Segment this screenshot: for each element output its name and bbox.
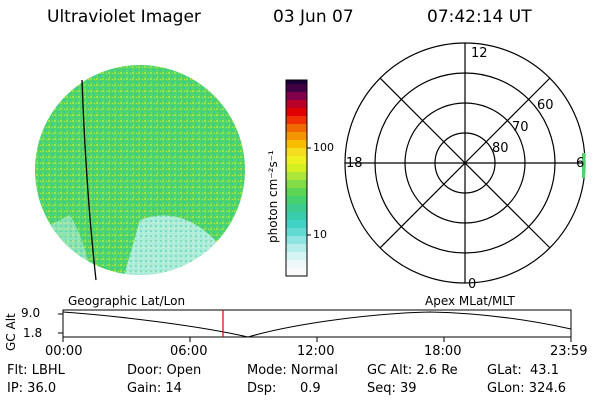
mlt-label-12: 12 xyxy=(471,46,488,61)
mlt-label-6: 6 xyxy=(576,156,585,171)
polar-edge-emission xyxy=(582,153,586,178)
date-label: 03 Jun 07 xyxy=(273,7,354,27)
x-tick-label: 06:00 xyxy=(170,344,208,359)
coords-right-label: Apex MLat/MLT xyxy=(425,294,515,308)
x-tick-label: 18:00 xyxy=(424,344,462,359)
x-tick-label: 00:00 xyxy=(45,344,83,359)
dsp-label: Dsp: xyxy=(247,381,277,396)
y-min-label: 1.8 xyxy=(23,326,43,340)
coords-left-label: Geographic Lat/Lon xyxy=(68,294,186,308)
x-tick-label: 12:00 xyxy=(297,344,335,359)
y-max-label: 9.0 xyxy=(21,306,41,320)
timeline-plot xyxy=(58,309,572,342)
polar-grid xyxy=(344,42,586,284)
x-tick-label: 23:59 xyxy=(550,344,588,359)
imager-disk xyxy=(35,65,245,281)
lat-label-60: 60 xyxy=(537,98,554,113)
gc-alt-status: GC Alt: 2.6 Re xyxy=(367,363,458,378)
lat-label-80: 80 xyxy=(492,141,509,156)
glat-status: GLat: 43.1 xyxy=(487,363,559,378)
app-title: Ultraviolet Imager xyxy=(47,7,201,27)
colorbar-tick-10: 10 xyxy=(313,228,327,241)
mlt-label-0: 0 xyxy=(468,277,477,292)
lat-label-70: 70 xyxy=(512,120,529,135)
y-axis-label: GC Alt xyxy=(4,313,18,351)
colorbar xyxy=(285,79,311,277)
seq-status: Seq: 39 xyxy=(367,381,417,396)
dsp-value: 0.9 xyxy=(300,381,321,396)
gain-status: Gain: 14 xyxy=(127,381,182,396)
mode-status: Mode: Normal xyxy=(247,363,338,378)
altitude-curve xyxy=(62,311,572,338)
time-label: 07:42:14 UT xyxy=(427,7,532,27)
ip-status: IP: 36.0 xyxy=(7,381,57,396)
colorbar-unit-label: photon cm⁻²s⁻¹ xyxy=(266,150,280,243)
door-status: Door: Open xyxy=(127,363,202,378)
glon-status: GLon: 324.6 xyxy=(487,381,567,396)
filter-status: Flt: LBHL xyxy=(7,363,65,378)
mlt-label-18: 18 xyxy=(346,156,363,171)
colorbar-tick-100: 100 xyxy=(313,141,334,154)
terminator-line xyxy=(81,79,97,281)
